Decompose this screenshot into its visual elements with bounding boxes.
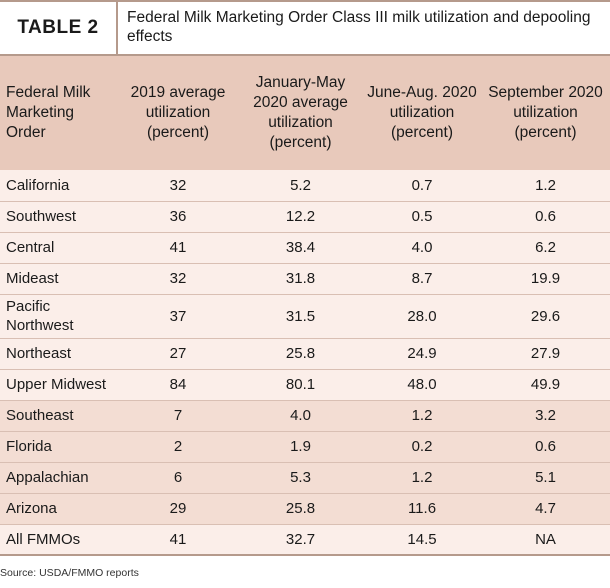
value-sep: 0.6: [481, 431, 610, 463]
value-jan-may: 32.7: [238, 524, 363, 556]
order-name: Northeast: [0, 338, 118, 370]
value-2019: 7: [118, 400, 238, 432]
value-jan-may: 31.5: [238, 294, 363, 339]
value-jan-may: 12.2: [238, 201, 363, 233]
column-header-jun-aug-2020: June-Aug. 2020 utilization (percent): [363, 56, 481, 170]
value-jun-aug: 0.2: [363, 431, 481, 463]
value-2019: 2: [118, 431, 238, 463]
table-title-bar: TABLE 2 Federal Milk Marketing Order Cla…: [0, 0, 610, 56]
value-sep: 49.9: [481, 369, 610, 401]
table-row: Arizona 29 25.8 11.6 4.7: [0, 493, 610, 525]
value-sep: 0.6: [481, 201, 610, 233]
value-jun-aug: 48.0: [363, 369, 481, 401]
table-row: Pacific Northwest 37 31.5 28.0 29.6: [0, 294, 610, 339]
value-2019: 6: [118, 462, 238, 494]
value-2019: 41: [118, 524, 238, 556]
value-sep: 3.2: [481, 400, 610, 432]
header-row: Federal Milk Marketing Order 2019 averag…: [0, 56, 610, 170]
table-row: Mideast 32 31.8 8.7 19.9: [0, 263, 610, 295]
table-number-label: TABLE 2: [0, 2, 118, 54]
value-jan-may: 38.4: [238, 232, 363, 264]
utilization-table: Federal Milk Marketing Order 2019 averag…: [0, 56, 610, 556]
value-sep: 6.2: [481, 232, 610, 264]
value-2019: 41: [118, 232, 238, 264]
value-sep: 1.2: [481, 170, 610, 202]
value-jan-may: 5.3: [238, 462, 363, 494]
value-jun-aug: 0.5: [363, 201, 481, 233]
order-name: Upper Midwest: [0, 369, 118, 401]
column-header-order: Federal Milk Marketing Order: [0, 56, 118, 170]
table-row: Southwest 36 12.2 0.5 0.6: [0, 201, 610, 233]
value-jan-may: 31.8: [238, 263, 363, 295]
table-row: Southeast 7 4.0 1.2 3.2: [0, 400, 610, 432]
column-header-sep-2020: September 2020 utilization (percent): [481, 56, 610, 170]
order-name: Southeast: [0, 400, 118, 432]
value-jan-may: 25.8: [238, 493, 363, 525]
table-row: Northeast 27 25.8 24.9 27.9: [0, 338, 610, 370]
order-name: Central: [0, 232, 118, 264]
value-2019: 29: [118, 493, 238, 525]
order-name: Appalachian: [0, 462, 118, 494]
value-sep: 4.7: [481, 493, 610, 525]
value-2019: 32: [118, 263, 238, 295]
value-jun-aug: 8.7: [363, 263, 481, 295]
order-name: Mideast: [0, 263, 118, 295]
value-jun-aug: 24.9: [363, 338, 481, 370]
value-sep: 29.6: [481, 294, 610, 339]
value-jun-aug: 28.0: [363, 294, 481, 339]
value-jun-aug: 4.0: [363, 232, 481, 264]
value-jun-aug: 14.5: [363, 524, 481, 556]
value-sep: 19.9: [481, 263, 610, 295]
table-title: Federal Milk Marketing Order Class III m…: [127, 9, 591, 45]
value-sep: NA: [481, 524, 610, 556]
table-row: California 32 5.2 0.7 1.2: [0, 170, 610, 202]
value-2019: 32: [118, 170, 238, 202]
table-row-total: All FMMOs 41 32.7 14.5 NA: [0, 524, 610, 556]
column-header-2019: 2019 average utilization (percent): [118, 56, 238, 170]
value-jun-aug: 11.6: [363, 493, 481, 525]
table-row: Florida 2 1.9 0.2 0.6: [0, 431, 610, 463]
value-2019: 84: [118, 369, 238, 401]
order-name: California: [0, 170, 118, 202]
order-name: Florida: [0, 431, 118, 463]
value-sep: 5.1: [481, 462, 610, 494]
value-jan-may: 4.0: [238, 400, 363, 432]
table-row: Appalachian 6 5.3 1.2 5.1: [0, 462, 610, 494]
value-jun-aug: 0.7: [363, 170, 481, 202]
value-2019: 37: [118, 294, 238, 339]
table-row: Central 41 38.4 4.0 6.2: [0, 232, 610, 264]
value-jun-aug: 1.2: [363, 462, 481, 494]
value-jun-aug: 1.2: [363, 400, 481, 432]
value-jan-may: 80.1: [238, 369, 363, 401]
value-2019: 27: [118, 338, 238, 370]
value-jan-may: 5.2: [238, 170, 363, 202]
value-jan-may: 25.8: [238, 338, 363, 370]
source-note: Source: USDA/FMMO reports: [0, 567, 139, 579]
value-2019: 36: [118, 201, 238, 233]
table-row: Upper Midwest 84 80.1 48.0 49.9: [0, 369, 610, 401]
order-name: Arizona: [0, 493, 118, 525]
order-name: Southwest: [0, 201, 118, 233]
order-name: Pacific Northwest: [0, 294, 118, 339]
value-jan-may: 1.9: [238, 431, 363, 463]
column-header-jan-may-2020: January-May 2020 average utilization (pe…: [238, 56, 363, 170]
value-sep: 27.9: [481, 338, 610, 370]
order-name: All FMMOs: [0, 524, 118, 556]
